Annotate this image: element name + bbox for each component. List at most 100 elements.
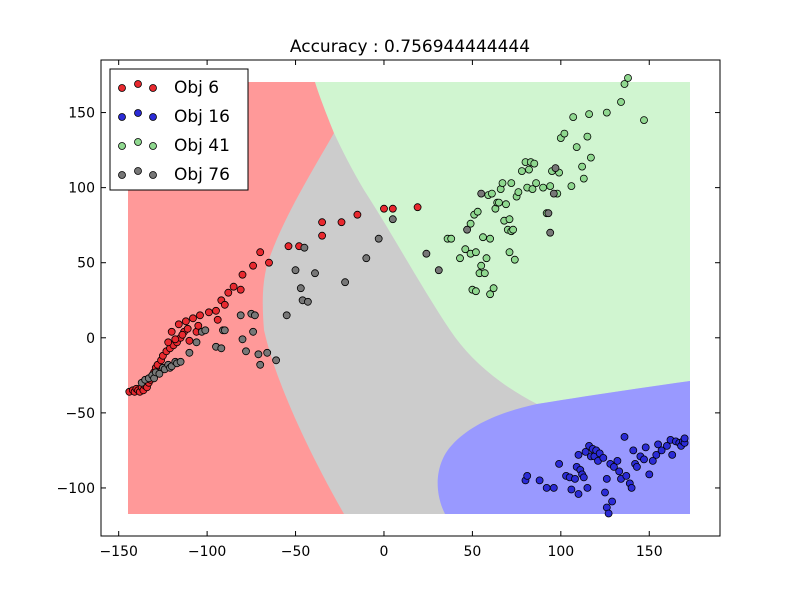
- legend-marker: [118, 142, 126, 150]
- y-tick-label: 150: [68, 106, 95, 122]
- data-point: [610, 462, 618, 471]
- data-point: [482, 254, 491, 263]
- series-obj-41: [443, 74, 648, 299]
- data-point: [249, 261, 258, 270]
- data-point: [471, 287, 480, 296]
- legend-entry: Obj 41: [118, 136, 230, 156]
- data-point: [509, 225, 517, 234]
- data-point: [263, 348, 272, 357]
- data-point: [640, 116, 648, 124]
- data-point: [236, 285, 245, 294]
- data-point: [587, 153, 595, 162]
- data-point: [362, 254, 371, 263]
- data-point: [620, 80, 629, 88]
- data-point: [514, 188, 523, 197]
- data-point: [486, 290, 495, 299]
- data-point: [532, 179, 540, 188]
- y-tick-label: 50: [77, 256, 95, 272]
- data-point: [178, 330, 187, 339]
- legend-marker: [118, 113, 126, 121]
- data-point: [602, 108, 611, 117]
- legend-marker: [149, 142, 157, 150]
- legend-entry: Obj 16: [118, 107, 230, 127]
- series-obj-16: [521, 432, 689, 518]
- data-point: [171, 335, 180, 344]
- data-point: [523, 471, 532, 480]
- data-point: [434, 266, 443, 275]
- x-tick-label: −100: [188, 544, 226, 560]
- data-point: [185, 348, 194, 357]
- data-point: [613, 456, 622, 465]
- legend-marker: [134, 138, 142, 146]
- data-point: [627, 483, 636, 492]
- legend-label: Obj 41: [174, 136, 230, 156]
- data-point: [654, 440, 662, 449]
- data-point: [535, 476, 544, 485]
- legend-marker: [118, 84, 126, 92]
- data-point: [174, 320, 183, 329]
- data-point: [633, 462, 641, 471]
- data-point: [567, 485, 576, 494]
- data-point: [530, 159, 539, 168]
- data-point: [583, 483, 592, 492]
- region-obj-16: [437, 381, 690, 514]
- chart-title: Accuracy : 0.756944444444: [290, 37, 530, 57]
- data-point: [599, 453, 608, 462]
- data-point: [155, 369, 164, 378]
- data-point: [388, 204, 397, 213]
- data-point: [337, 218, 346, 227]
- series-obj-6: [125, 203, 422, 396]
- data-point: [256, 360, 265, 369]
- data-point: [578, 162, 586, 171]
- axis-ticks: −150 −100 −50 0 50 100 150 −100 −50 0 50 100 150: [57, 60, 720, 560]
- data-point: [250, 311, 259, 320]
- data-point: [185, 336, 194, 345]
- data-point: [238, 335, 247, 344]
- data-point: [479, 233, 487, 242]
- data-point: [447, 234, 456, 243]
- data-point: [353, 210, 362, 219]
- data-point: [572, 143, 581, 152]
- data-point: [624, 74, 632, 82]
- data-point: [380, 204, 388, 213]
- data-point: [318, 218, 327, 227]
- data-point: [388, 215, 397, 224]
- data-point: [220, 326, 229, 335]
- legend-marker: [149, 171, 157, 179]
- data-point: [585, 110, 593, 118]
- data-point: [236, 311, 245, 320]
- data-point: [220, 300, 229, 309]
- data-point: [422, 249, 431, 258]
- data-point: [657, 446, 666, 455]
- data-point: [528, 185, 537, 194]
- data-point: [480, 269, 489, 278]
- data-point: [291, 266, 300, 275]
- data-point: [680, 434, 689, 443]
- y-tick-label: −100: [57, 481, 95, 497]
- data-point: [507, 179, 516, 188]
- data-point: [167, 327, 176, 336]
- data-point: [181, 317, 190, 326]
- data-point: [645, 470, 654, 479]
- data-point: [608, 497, 616, 506]
- data-point: [648, 456, 657, 465]
- plot-frame: [100, 59, 721, 537]
- data-point: [473, 207, 482, 216]
- data-point: [546, 228, 555, 237]
- data-point: [502, 200, 510, 209]
- data-point: [249, 327, 258, 336]
- data-point: [164, 338, 173, 347]
- data-point: [617, 98, 625, 106]
- legend-entry: Obj 76: [118, 165, 230, 185]
- data-point: [282, 311, 291, 320]
- data-point: [602, 474, 611, 483]
- data-point: [486, 234, 495, 243]
- data-point: [505, 215, 514, 224]
- data-point: [544, 209, 553, 218]
- data-point: [204, 308, 213, 317]
- data-point: [413, 203, 422, 212]
- data-point: [303, 297, 312, 306]
- legend-marker: [134, 167, 142, 175]
- data-point: [311, 269, 319, 278]
